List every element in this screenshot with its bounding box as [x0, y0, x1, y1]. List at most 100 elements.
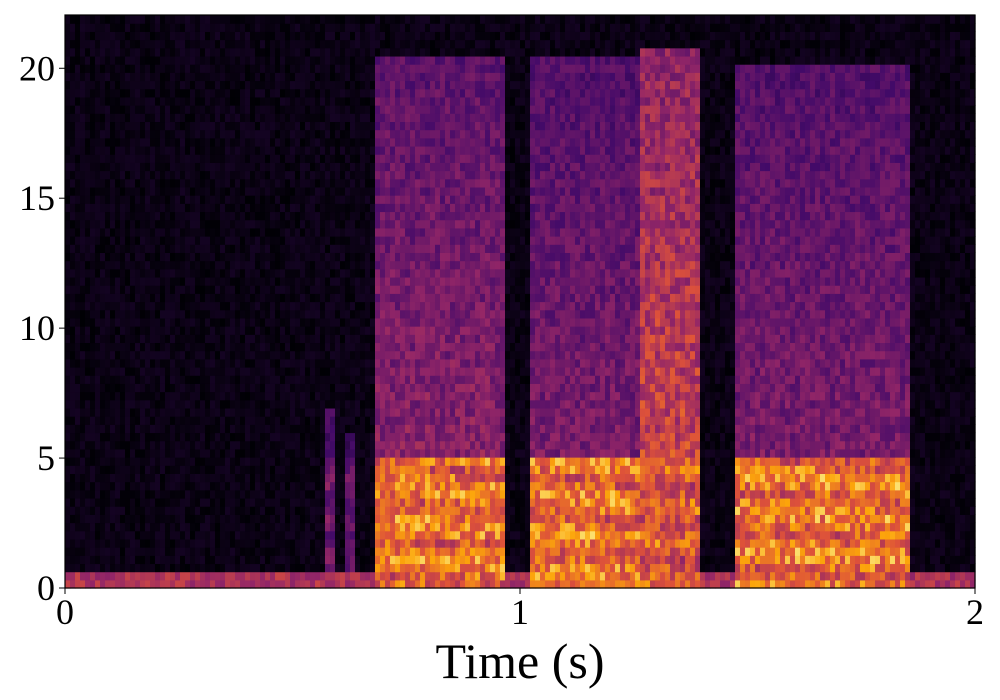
heatmap-cell	[180, 252, 186, 262]
heatmap-cell	[265, 514, 271, 524]
heatmap-cell	[140, 31, 146, 41]
heatmap-cell	[70, 113, 76, 123]
heatmap-cell	[325, 547, 331, 556]
heatmap-cell	[320, 260, 326, 270]
heatmap-cell	[405, 276, 411, 286]
heatmap-cell	[175, 129, 181, 139]
heatmap-cell	[355, 129, 361, 139]
heatmap-cell	[405, 39, 411, 49]
heatmap-cell	[335, 399, 341, 409]
heatmap-cell	[150, 440, 156, 450]
heatmap-cell	[80, 440, 86, 450]
heatmap-cell	[180, 162, 186, 172]
heatmap-cell	[305, 72, 311, 82]
heatmap-cell	[195, 154, 201, 163]
heatmap-cell	[175, 334, 181, 344]
heatmap-cell	[180, 326, 186, 335]
heatmap-cell	[410, 579, 416, 589]
heatmap-cell	[140, 448, 146, 458]
heatmap-cell	[185, 391, 191, 401]
heatmap-cell	[285, 203, 291, 213]
heatmap-cell	[305, 366, 311, 376]
heatmap-cell	[65, 236, 71, 245]
heatmap-cell	[375, 538, 381, 548]
heatmap-cell	[65, 448, 71, 458]
heatmap-cell	[175, 244, 181, 253]
heatmap-cell	[355, 211, 361, 221]
heatmap-cell	[240, 448, 246, 458]
heatmap-cell	[250, 113, 256, 123]
heatmap-cell	[250, 366, 256, 376]
heatmap-cell	[245, 514, 251, 524]
heatmap-cell	[100, 129, 106, 139]
heatmap-cell	[380, 465, 386, 474]
heatmap-cell	[345, 579, 351, 589]
heatmap-cell	[340, 31, 346, 41]
heatmap-cell	[320, 342, 326, 352]
heatmap-cell	[415, 555, 421, 565]
heatmap-cell	[340, 96, 346, 106]
heatmap-cell	[285, 129, 291, 139]
heatmap-cell	[130, 55, 136, 65]
heatmap-cell	[255, 64, 261, 73]
heatmap-cell	[350, 375, 356, 384]
heatmap-cell	[400, 31, 406, 41]
heatmap-cell	[260, 391, 266, 401]
heatmap-cell	[95, 23, 101, 32]
heatmap-cell	[305, 244, 311, 253]
heatmap-cell	[215, 375, 221, 384]
heatmap-cell	[100, 252, 106, 262]
heatmap-cell	[270, 457, 276, 466]
heatmap-cell	[350, 407, 356, 417]
heatmap-cell	[325, 39, 331, 49]
heatmap-cell	[95, 440, 101, 450]
heatmap-cell	[325, 432, 331, 442]
heatmap-cell	[320, 88, 326, 98]
heatmap-cell	[335, 276, 341, 286]
heatmap-cell	[185, 407, 191, 417]
heatmap-cell	[390, 268, 396, 278]
heatmap-cell	[155, 268, 161, 278]
heatmap-cell	[185, 186, 191, 196]
heatmap-cell	[230, 350, 236, 360]
heatmap-cell	[355, 55, 361, 65]
heatmap-cell	[260, 530, 266, 540]
heatmap-cell	[295, 268, 301, 278]
heatmap-cell	[330, 555, 336, 565]
heatmap-cell	[185, 326, 191, 335]
heatmap-cell	[105, 276, 111, 286]
heatmap-cell	[290, 285, 296, 294]
heatmap-cell	[75, 301, 81, 311]
heatmap-cell	[195, 268, 201, 278]
heatmap-cell	[290, 260, 296, 270]
heatmap-cell	[390, 522, 396, 532]
heatmap-cell	[265, 137, 271, 147]
heatmap-cell	[325, 489, 331, 499]
heatmap-cell	[200, 465, 206, 474]
heatmap-cell	[405, 195, 411, 204]
heatmap-cell	[395, 457, 401, 466]
heatmap-cell	[65, 39, 71, 49]
heatmap-cell	[100, 55, 106, 65]
heatmap-cell	[85, 497, 91, 507]
heatmap-cell	[85, 219, 91, 229]
heatmap-cell	[290, 293, 296, 303]
heatmap-cell	[385, 530, 391, 540]
heatmap-cell	[140, 72, 146, 82]
heatmap-cell	[415, 195, 421, 204]
heatmap-cell	[70, 497, 76, 507]
heatmap-cell	[145, 530, 151, 540]
heatmap-cell	[295, 555, 301, 565]
heatmap-cell	[315, 178, 321, 188]
heatmap-cell	[130, 309, 136, 319]
heatmap-cell	[190, 186, 196, 196]
heatmap-cell	[415, 440, 421, 450]
heatmap-cell	[410, 113, 416, 123]
heatmap-cell	[385, 88, 391, 98]
heatmap-cell	[275, 350, 281, 360]
heatmap-cell	[270, 366, 276, 376]
heatmap-cell	[345, 15, 351, 24]
heatmap-cell	[90, 555, 96, 565]
heatmap-cell	[125, 178, 131, 188]
heatmap-cell	[110, 203, 116, 213]
